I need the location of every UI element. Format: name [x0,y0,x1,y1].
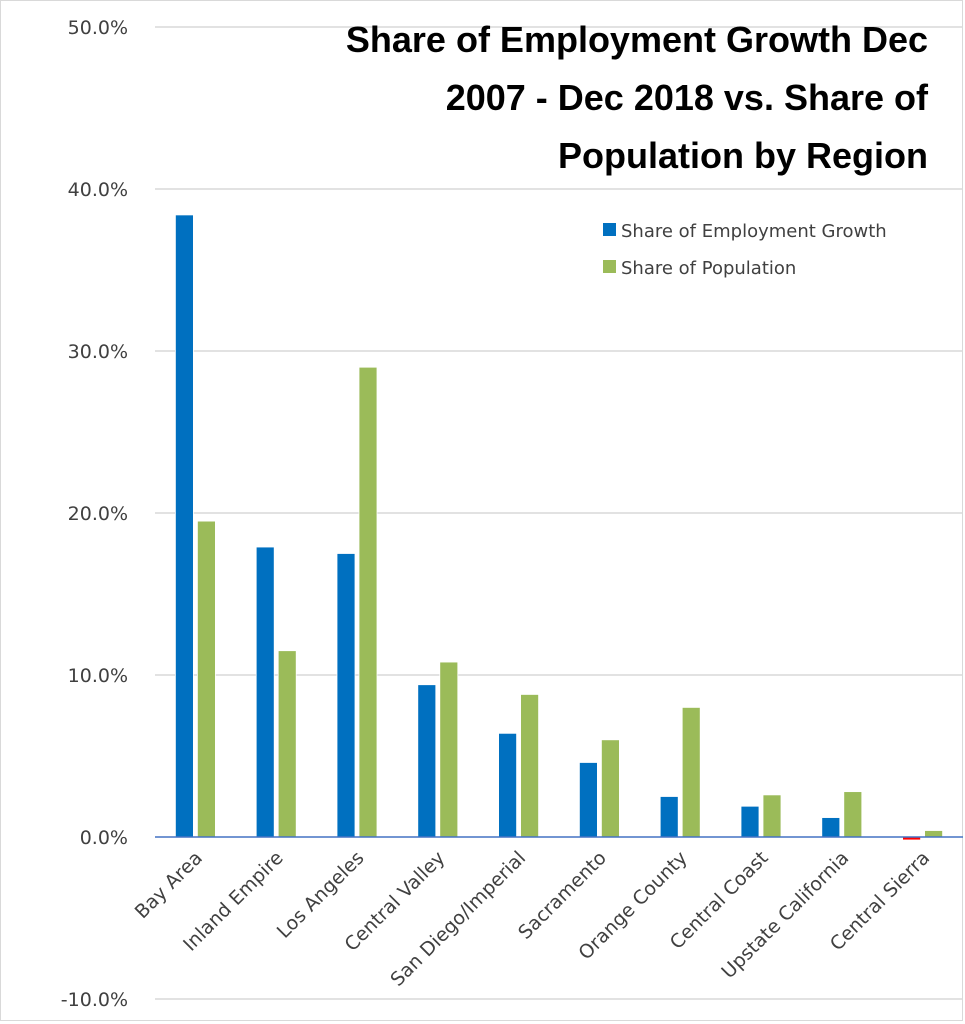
bar-employment-upstate-california [821,817,841,838]
bar-population-inland-empire [277,650,297,838]
legend-label-employment: Share of Employment Growth [621,221,887,242]
title-line-3: Population by Region [558,135,928,176]
legend-swatch-employment [603,223,616,236]
bar-employment-central-valley [417,684,437,838]
bar-employment-central-coast [740,805,760,838]
y-tick-label: 40.0% [68,179,128,201]
bar-population-central-sierra [924,830,943,838]
bar-employment-los-angeles [336,553,356,838]
bar-population-central-valley [439,661,459,838]
bar-employment-sacramento [579,762,598,838]
y-tick-label: 0.0% [80,827,128,849]
bar-population-los-angeles [358,366,378,838]
title-line-2: 2007 - Dec 2018 vs. Share of [446,77,929,118]
x-tick-label: San Diego/Imperial [386,847,530,991]
bars [174,214,943,841]
y-axis-ticks: -10.0% 0.0% 10.0% 20.0% 30.0% 40.0% 50.0% [61,17,128,1011]
title-line-1: Share of Employment Growth Dec [346,19,928,60]
x-tick-label: Bay Area [131,847,207,923]
y-tick-label: 10.0% [68,665,128,687]
legend-swatch-population [603,260,616,273]
bar-population-central-coast [762,794,782,838]
y-tick-label: -10.0% [61,989,128,1011]
bar-population-sacramento [601,739,620,838]
bar-employment-bay-area [174,214,194,838]
bar-population-san-diego-imperial [520,694,539,838]
legend: Share of Employment Growth Share of Popu… [603,221,887,279]
bar-employment-inland-empire [255,546,275,838]
legend-label-population: Share of Population [621,258,796,279]
y-tick-label: 50.0% [68,17,128,39]
bar-population-orange-county [681,707,701,838]
bar-population-bay-area [196,520,216,838]
y-tick-label: 30.0% [68,341,128,363]
bar-employment-san-diego-imperial [498,732,518,838]
chart-title: Share of Employment Growth Dec 2007 - De… [346,19,929,176]
y-tick-label: 20.0% [68,503,128,525]
bar-employment-orange-county [659,796,679,838]
bar-population-upstate-california [843,791,863,838]
